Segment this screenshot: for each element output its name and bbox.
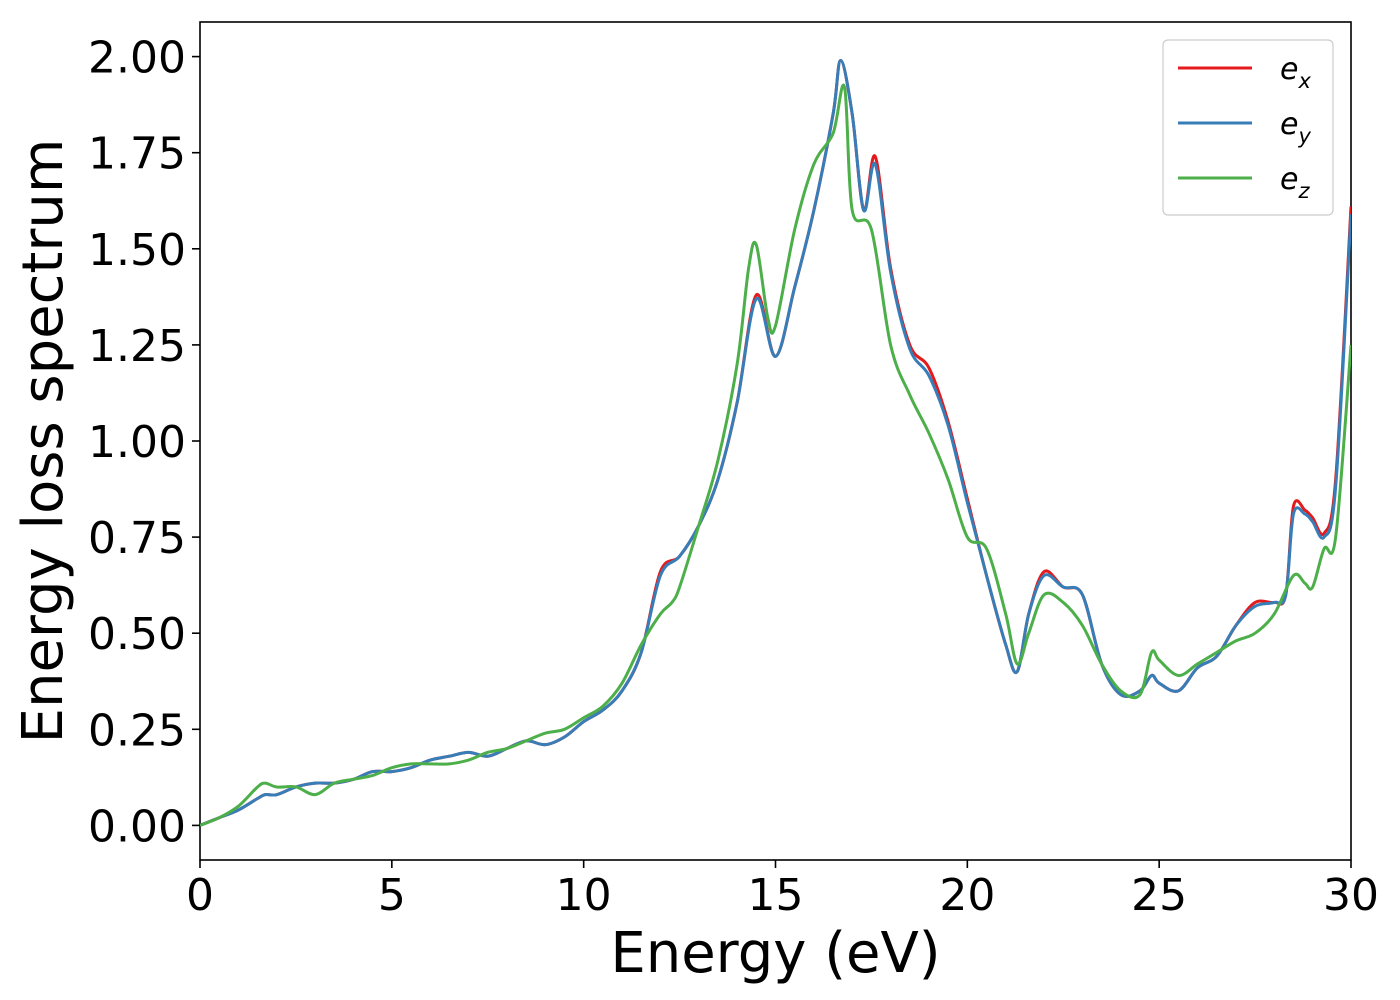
series-line-y [200,58,1351,827]
series-line-z [200,83,1351,827]
y-axis: 0.00 0.25 0.50 0.75 1.00 1.25 1.50 1.75 2.00 [88,33,200,852]
x-tick-label: 10 [556,870,612,921]
legend-box [1162,39,1334,216]
legend-item-y: ey [1178,107,1311,148]
y-tick-label: 1.75 [88,129,186,180]
y-tick-label: 2.00 [88,33,186,84]
x-tick-label: 30 [1323,870,1379,921]
plot-frame [199,21,1352,861]
series-layer [200,58,1351,827]
y-tick-label: 1.25 [88,321,186,372]
plot-area [199,21,1352,861]
y-tick-label: 1.00 [88,417,186,468]
y-tick-label: 0.50 [88,609,186,660]
x-axis-label: Energy (eV) [610,921,940,986]
x-axis: 0 5 10 15 20 25 30 [186,860,1379,921]
y-tick-label: 0.00 [88,801,186,852]
x-tick-label: 5 [378,870,406,921]
x-tick-label: 25 [1131,870,1187,921]
x-tick-label: 20 [939,870,995,921]
y-tick-label: 0.25 [88,705,186,756]
y-axis-label: Energy loss spectrum [11,139,76,744]
legend-label: ey [1280,107,1311,148]
y-tick-label: 1.50 [88,225,186,276]
y-tick-label: 0.75 [88,513,186,564]
x-tick-label: 15 [748,870,804,921]
x-tick-label: 0 [186,870,214,921]
